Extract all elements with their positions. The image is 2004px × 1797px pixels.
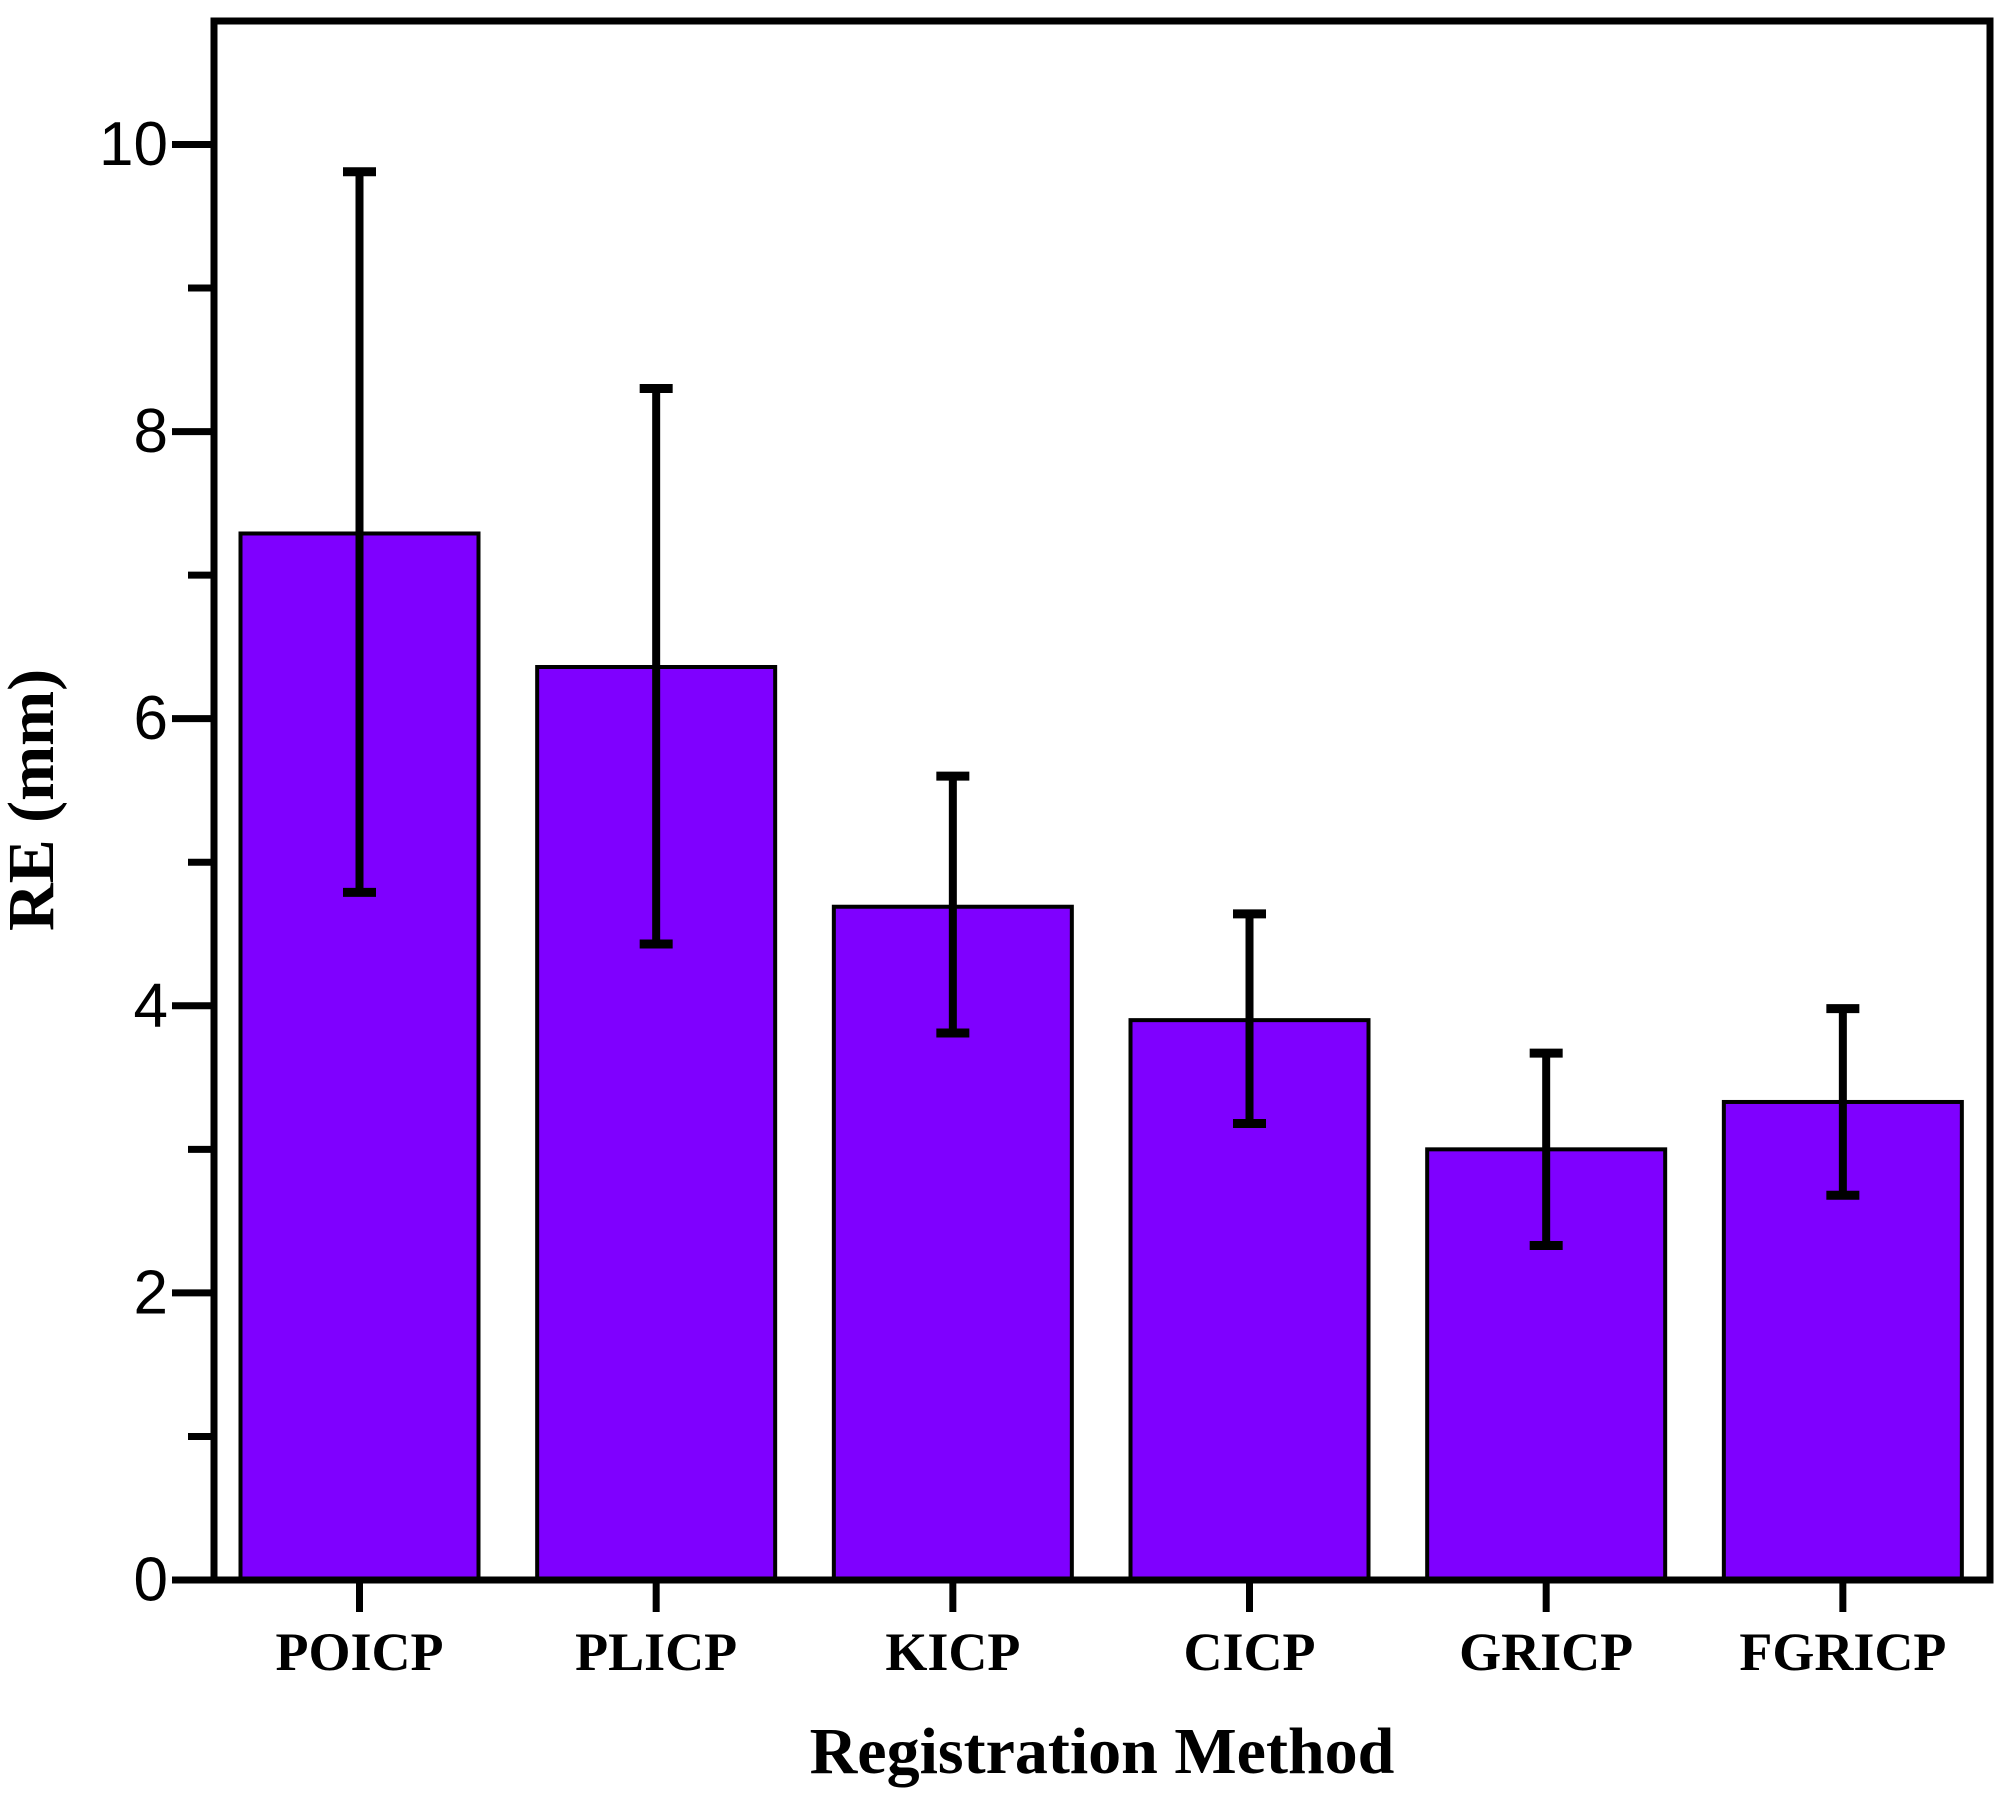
- bars-layer: [238, 531, 1964, 1583]
- x-category-label: PLICP: [575, 1622, 737, 1682]
- error-bar-fgricp: [1826, 1004, 1860, 1200]
- y-axis-layer: 0 2 4 6 8 10: [99, 110, 214, 1615]
- error-bar-plicp: [639, 383, 673, 949]
- x-axis-title: Registration Method: [810, 1715, 1395, 1788]
- error-bar-poicp: [343, 167, 376, 897]
- y-tick-label: 0: [134, 1546, 168, 1615]
- error-bars-layer: [343, 167, 1860, 1251]
- y-tick-label: 6: [134, 684, 168, 753]
- error-bar-cicp: [1233, 909, 1267, 1128]
- x-category-label: GRICP: [1459, 1622, 1633, 1682]
- error-bar-gricp: [1529, 1048, 1563, 1251]
- x-category-label: KICP: [885, 1622, 1020, 1682]
- y-tick-label: 8: [134, 397, 168, 466]
- plot-frame: [210, 17, 1994, 1584]
- y-axis-title: RE (mm): [0, 669, 68, 931]
- x-category-label: FGRICP: [1739, 1622, 1946, 1682]
- error-bar-kicp: [936, 771, 970, 1038]
- x-category-label: CICP: [1184, 1622, 1316, 1682]
- x-category-label: POICP: [276, 1622, 444, 1682]
- y-tick-label: 2: [134, 1258, 168, 1327]
- x-axis-layer: POICP PLICP KICP CICP GRICP FGRICP: [276, 1580, 1946, 1682]
- y-tick-label: 4: [134, 971, 168, 1040]
- y-tick-label: 10: [99, 110, 168, 179]
